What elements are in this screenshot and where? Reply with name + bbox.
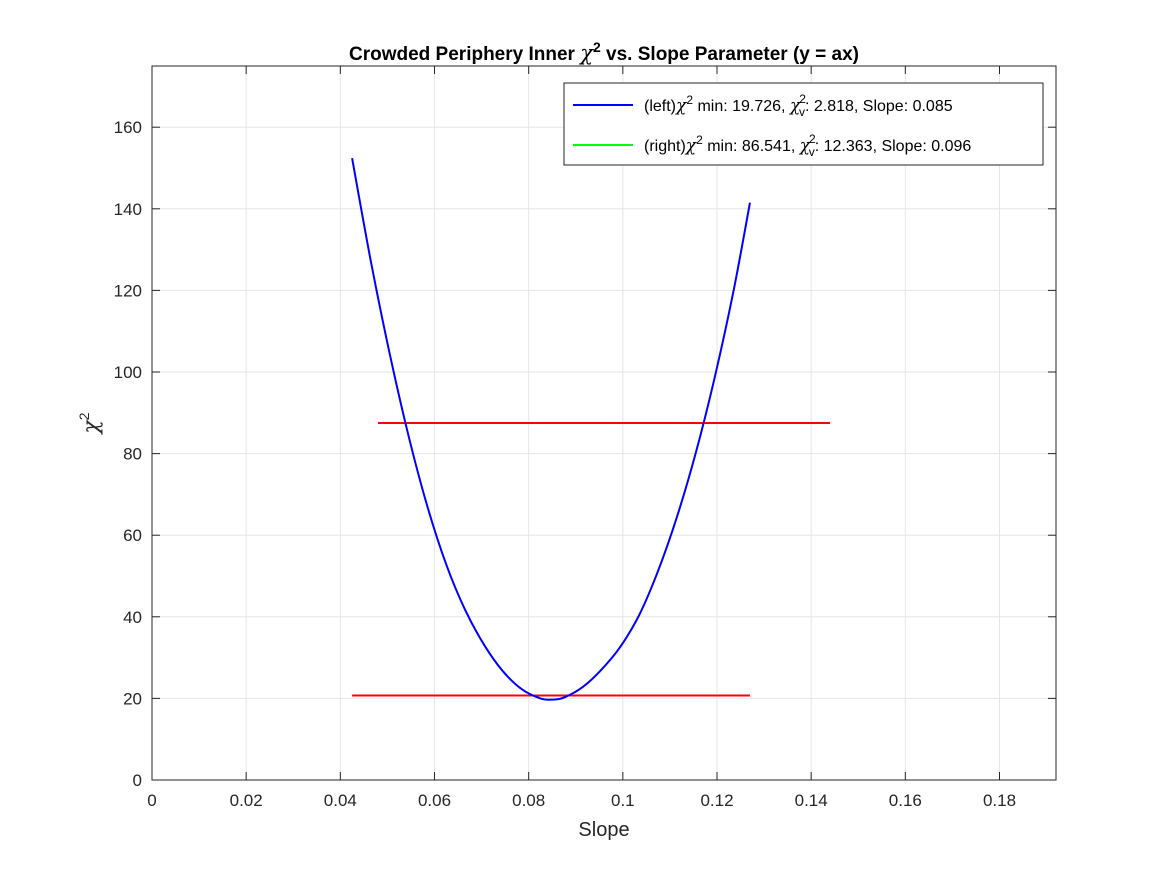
legend-left-prefix: (left) (644, 98, 676, 115)
y-tick-label: 140 (114, 200, 142, 219)
legend-entry-right: (right)χ2 min: 86.541, χ2 v: 12.363, Slop… (644, 132, 971, 159)
legend-right-nu-sub: v (809, 145, 815, 159)
x-tick-label: 0.12 (700, 791, 733, 810)
svg-text:χ2: χ2 (76, 412, 104, 435)
x-tick-label: 0.18 (983, 791, 1016, 810)
y-tick-label: 80 (123, 445, 142, 464)
y-tick-label: 0 (133, 771, 142, 790)
x-tick-label: 0.14 (795, 791, 828, 810)
y-tick-label: 40 (123, 608, 142, 627)
x-axis-label: Slope (578, 819, 629, 841)
legend-right-nu-exp: 2 (809, 132, 816, 146)
legend-right-exp: 2 (696, 133, 703, 147)
legend-right-chi-nu: χ (799, 136, 812, 156)
x-tick-label: 0.1 (611, 791, 635, 810)
legend-right-tail: : 12.363, Slope: 0.096 (815, 138, 972, 155)
legend-left-nu-exp: 2 (799, 92, 806, 106)
y-tick-label: 60 (123, 526, 142, 545)
legend-right-chi: χ (685, 136, 698, 156)
y-tick-label: 100 (114, 363, 142, 382)
legend-left-chi-nu: χ (789, 96, 802, 116)
legend-box (563, 82, 1044, 166)
series-curve-0 (351, 158, 751, 701)
chart-title: Crowded Periphery Inner χ2 vs. Slope Par… (349, 39, 859, 65)
title-chi-symbol: χ (578, 41, 594, 65)
legend-left-chi: χ (675, 96, 688, 116)
x-tick-label: 0 (147, 791, 156, 810)
y-tick-label: 20 (123, 689, 142, 708)
y-axis: 0 20 40 60 80 100 120 140 160 (114, 118, 1056, 790)
y-tick-label: 160 (114, 118, 142, 137)
y-tick-label: 120 (114, 281, 142, 300)
data-layer (351, 158, 830, 701)
axes-box (151, 65, 1057, 781)
legend: (left)χ2 min: 19.726, χ2 v: 2.818, Slope:… (563, 82, 1044, 166)
x-tick-label: 0.02 (230, 791, 263, 810)
legend-entry-left: (left)χ2 min: 19.726, χ2 v: 2.818, Slope:… (644, 92, 953, 119)
title-chi-exponent: 2 (593, 39, 601, 55)
legend-left-main: min: 19.726, (693, 98, 790, 115)
title-suffix: vs. Slope Parameter (y = ax) (601, 44, 859, 65)
x-tick-label: 0.04 (324, 791, 357, 810)
y-label-chi-exponent: 2 (76, 412, 92, 420)
title-prefix: Crowded Periphery Inner (349, 44, 580, 65)
legend-left-exp: 2 (686, 93, 693, 107)
legend-left-nu-sub: v (799, 105, 805, 119)
x-tick-label: 0.06 (418, 791, 451, 810)
legend-left-tail: : 2.818, Slope: 0.085 (805, 98, 953, 115)
legend-right-prefix: (right) (644, 138, 686, 155)
y-label-chi-symbol: χ (79, 419, 104, 436)
x-tick-label: 0.08 (512, 791, 545, 810)
x-tick-label: 0.16 (889, 791, 922, 810)
legend-right-main: min: 86.541, (703, 138, 800, 155)
x-axis: 0 0.02 0.04 0.06 0.08 0.1 0.12 0.14 0.16 0.18 (147, 66, 1016, 810)
y-axis-label: χ2 (76, 412, 104, 435)
